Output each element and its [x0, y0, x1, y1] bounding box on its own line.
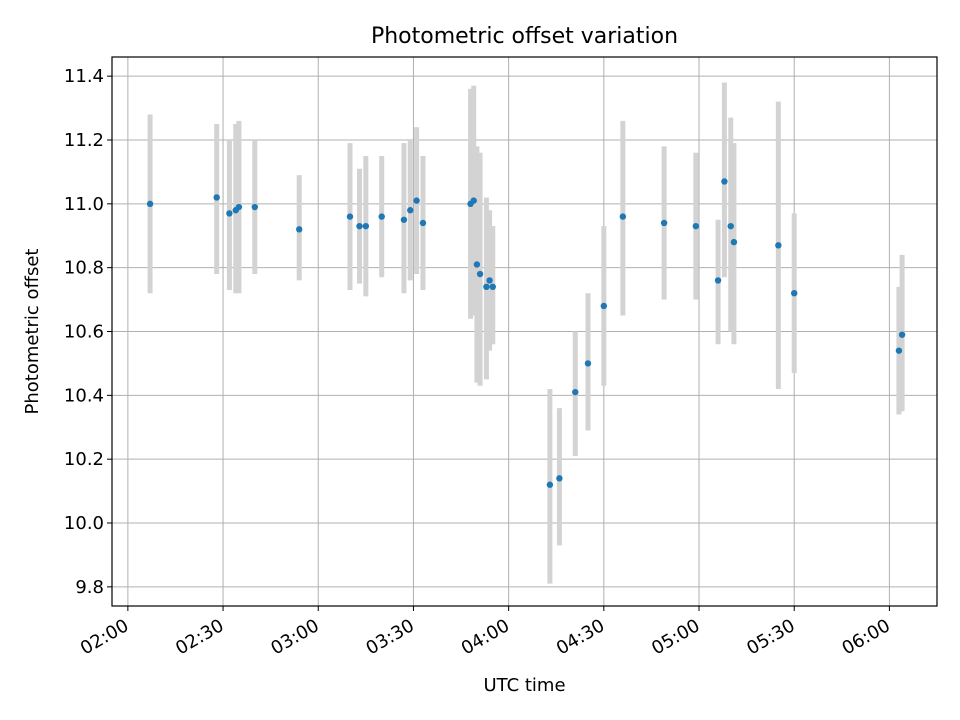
data-point: [730, 238, 738, 246]
data-point: [413, 197, 420, 204]
data-point: [714, 277, 722, 284]
data-point: [346, 213, 354, 220]
y-tick-label: 11.2: [64, 130, 104, 151]
data-point: [898, 331, 906, 338]
data-point: [486, 277, 493, 284]
data-point: [146, 200, 154, 208]
data-point: [470, 197, 477, 204]
y-tick-label: 9.8: [75, 577, 104, 598]
data-point: [419, 219, 427, 227]
data-point: [727, 222, 734, 230]
chart-title: Photometric offset variation: [371, 24, 678, 49]
x-axis-label: UTC time: [483, 675, 565, 696]
data-point: [400, 216, 408, 223]
data-point: [895, 347, 903, 354]
data-points: [146, 178, 906, 488]
y-axis-label: Photometric offset: [22, 249, 43, 415]
y-tick-label: 11.4: [64, 66, 104, 87]
data-point: [572, 388, 579, 396]
y-tick-label: 10.2: [64, 449, 104, 470]
y-axis-ticks: 9.8 10.0 10.2 10.4 10.6 10.8 11.0 11.2 11.4: [64, 66, 112, 598]
data-point: [584, 360, 592, 367]
data-point: [721, 178, 728, 185]
y-tick-label: 10.0: [64, 513, 104, 534]
y-tick-label: 10.8: [64, 258, 104, 279]
data-point: [692, 222, 700, 230]
data-point: [489, 283, 496, 291]
data-point: [296, 226, 303, 233]
data-point: [362, 222, 370, 230]
data-point: [473, 261, 481, 268]
data-point: [483, 283, 490, 291]
data-point: [600, 302, 608, 310]
data-point: [213, 194, 220, 201]
y-tick-label: 10.4: [64, 385, 104, 406]
data-point: [775, 242, 782, 249]
data-point: [356, 222, 363, 230]
data-point: [226, 210, 233, 217]
data-point: [251, 203, 258, 211]
data-point: [407, 207, 414, 214]
data-point: [235, 203, 243, 211]
data-point: [378, 213, 385, 220]
data-point: [619, 213, 627, 220]
y-tick-label: 11.0: [64, 194, 104, 215]
data-point: [660, 219, 668, 227]
data-point: [476, 270, 484, 278]
data-point: [791, 289, 798, 297]
data-point: [546, 481, 554, 488]
y-tick-label: 10.6: [64, 322, 104, 343]
data-point: [556, 475, 563, 482]
